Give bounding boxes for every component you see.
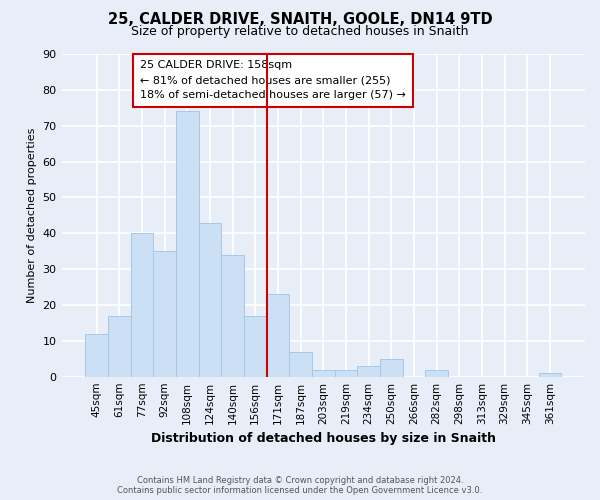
Bar: [539, 373, 561, 376]
Bar: [312, 370, 335, 376]
Bar: [425, 370, 448, 376]
Bar: [266, 294, 289, 376]
Bar: [199, 222, 221, 376]
X-axis label: Distribution of detached houses by size in Snaith: Distribution of detached houses by size …: [151, 432, 496, 445]
Bar: [335, 370, 357, 376]
Bar: [221, 255, 244, 376]
Bar: [108, 316, 131, 376]
Y-axis label: Number of detached properties: Number of detached properties: [27, 128, 37, 303]
Bar: [131, 234, 154, 376]
Text: 25 CALDER DRIVE: 158sqm
← 81% of detached houses are smaller (255)
18% of semi-d: 25 CALDER DRIVE: 158sqm ← 81% of detache…: [140, 60, 406, 100]
Bar: [289, 352, 312, 376]
Bar: [357, 366, 380, 376]
Bar: [176, 112, 199, 376]
Text: 25, CALDER DRIVE, SNAITH, GOOLE, DN14 9TD: 25, CALDER DRIVE, SNAITH, GOOLE, DN14 9T…: [107, 12, 493, 28]
Bar: [85, 334, 108, 376]
Text: Contains HM Land Registry data © Crown copyright and database right 2024.
Contai: Contains HM Land Registry data © Crown c…: [118, 476, 482, 495]
Bar: [380, 359, 403, 376]
Text: Size of property relative to detached houses in Snaith: Size of property relative to detached ho…: [131, 25, 469, 38]
Bar: [154, 251, 176, 376]
Bar: [244, 316, 266, 376]
